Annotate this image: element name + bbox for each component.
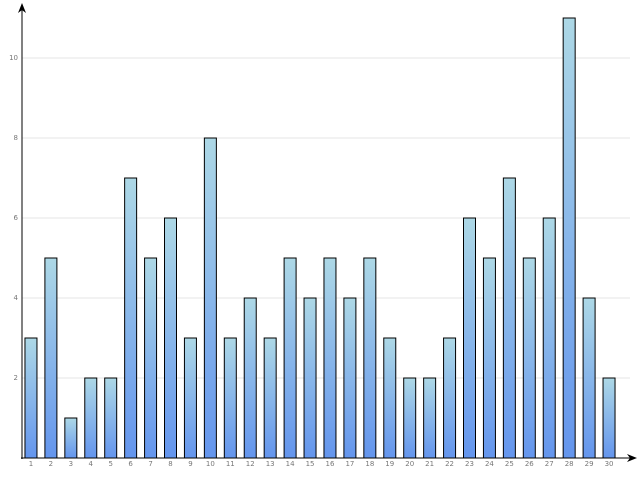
x-tick-label: 6 [128,460,133,468]
y-tick-label: 2 [14,374,18,382]
x-tick-label: 14 [286,460,295,468]
x-tick-label: 22 [445,460,454,468]
bar [263,337,277,459]
x-tick-label: 8 [168,460,172,468]
bar [502,177,516,459]
x-tick-label: 5 [108,460,112,468]
bar [124,177,138,459]
bar [582,297,596,459]
bar [602,377,616,459]
bar [522,257,536,459]
bar [403,377,417,459]
bar [363,257,377,459]
bar [243,297,257,459]
y-tick-label: 4 [14,294,19,302]
bar [343,297,357,459]
bar [64,417,78,459]
bar [24,337,38,459]
x-tick-label: 7 [148,460,152,468]
y-axis-arrow [18,3,26,13]
x-tick-label: 29 [585,460,594,468]
bar [223,337,237,459]
x-tick-label: 10 [206,460,215,468]
x-tick-label: 16 [326,460,335,468]
x-tick-label: 26 [525,460,534,468]
x-tick-label: 28 [565,460,574,468]
x-tick-label: 1 [29,460,33,468]
x-tick-label: 13 [266,460,275,468]
x-tick-label: 30 [605,460,614,468]
bar [443,337,457,459]
x-tick-label: 9 [188,460,192,468]
x-tick-label: 2 [49,460,53,468]
bar [144,257,158,459]
x-tick-label: 20 [405,460,414,468]
bar [84,377,98,459]
bar [323,257,337,459]
x-axis-arrow [627,454,637,462]
bar [562,17,576,459]
x-tick-label: 18 [365,460,374,468]
y-tick-label: 10 [9,54,18,62]
x-tick-label: 12 [246,460,255,468]
y-tick-label: 8 [14,134,18,142]
bar [463,217,476,459]
bar [303,297,317,459]
x-tick-label: 25 [505,460,514,468]
y-tick-label: 6 [14,214,19,222]
bar [164,217,177,459]
x-tick-label: 15 [306,460,315,468]
x-tick-label: 23 [465,460,474,468]
bar [104,377,118,459]
x-tick-label: 17 [345,460,354,468]
x-tick-label: 4 [89,460,94,468]
bar [44,257,58,459]
bar [183,337,197,459]
bar [423,377,437,459]
bar [283,257,297,459]
bar [482,257,496,459]
x-tick-label: 11 [226,460,235,468]
bar [203,137,217,459]
x-tick-label: 27 [545,460,554,468]
x-tick-label: 19 [385,460,394,468]
bar [383,337,397,459]
bar [542,217,556,459]
x-tick-label: 3 [69,460,73,468]
x-tick-label: 24 [485,460,494,468]
x-tick-label: 21 [425,460,434,468]
